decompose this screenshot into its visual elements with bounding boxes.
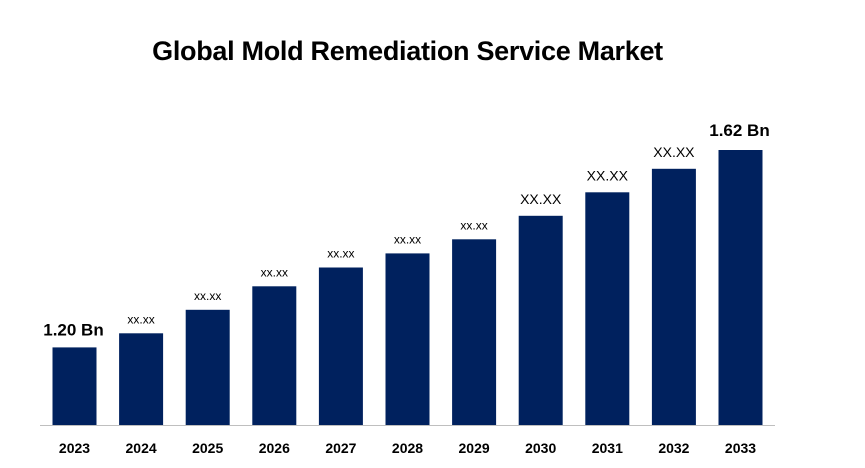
- x-tick-label: 2032: [658, 440, 689, 456]
- data-labels: 1.20 Bn xx.xx xx.xx xx.xx xx.xx xx.xx xx.xx XX.…: [43, 121, 769, 339]
- x-tick-label: 2023: [59, 440, 90, 456]
- bar-2024: [119, 333, 164, 425]
- x-tick-label: 2031: [592, 440, 623, 456]
- x-tick-label: 2030: [525, 440, 556, 456]
- bar-2025: [185, 309, 230, 425]
- x-tick-label: 2027: [325, 440, 356, 456]
- bar-2027: [318, 267, 363, 425]
- data-label: xx.xx: [327, 247, 354, 261]
- data-label: XX.XX: [587, 167, 629, 183]
- data-label: XX.XX: [653, 144, 695, 160]
- x-tick-label: 2029: [459, 440, 490, 456]
- data-label: XX.XX: [520, 191, 562, 207]
- data-label: 1.62 Bn: [709, 121, 769, 140]
- bar-2031: [585, 192, 630, 425]
- data-label: 1.20 Bn: [43, 320, 103, 339]
- bar-2029: [452, 239, 497, 425]
- chart-title: Global Mold Remediation Service Market: [152, 36, 663, 66]
- bars-group: [52, 150, 763, 426]
- data-label: xx.xx: [261, 265, 288, 279]
- x-tick-label: 2033: [725, 440, 756, 456]
- x-tick-label: 2025: [192, 440, 223, 456]
- bar-2032: [651, 168, 696, 426]
- x-tick-label: 2028: [392, 440, 423, 456]
- data-label: xx.xx: [194, 289, 221, 303]
- bar-2028: [385, 253, 430, 425]
- bar-2023: [52, 347, 97, 425]
- x-tick-label: 2026: [259, 440, 290, 456]
- x-tick-label: 2024: [126, 440, 157, 456]
- bar-2026: [252, 286, 297, 425]
- bar-2030: [518, 215, 563, 425]
- x-tick-labels: 2023 2024 2025 2026 2027 2028 2029 2030 2031 2032…: [59, 440, 756, 456]
- data-label: xx.xx: [460, 218, 487, 232]
- data-label: xx.xx: [127, 312, 154, 326]
- data-label: xx.xx: [394, 232, 421, 246]
- bar-2033: [718, 150, 763, 425]
